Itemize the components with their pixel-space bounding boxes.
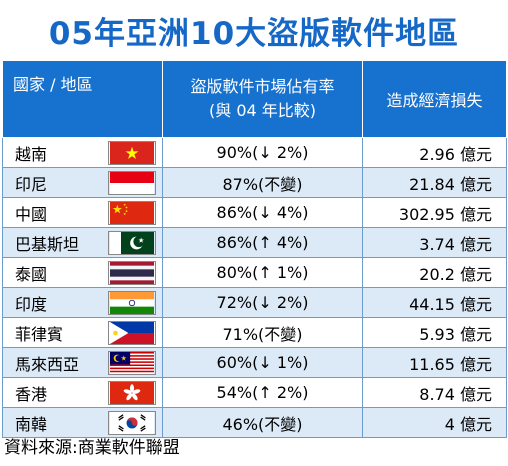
table-row: 越南 90%(↓ 2%) 2.96 億元	[2, 137, 507, 168]
indonesia-flag-icon	[108, 170, 156, 195]
table-row: 泰國 80%(↑ 1%) 20.2 億元	[2, 257, 507, 288]
source-note: 資料來源:商業軟件聯盟	[4, 437, 180, 458]
loss-cell: 44.15 億元	[362, 287, 507, 318]
header-share-line1: 盜版軟件市場佔有率	[190, 77, 335, 96]
country-cell: 菲律賓	[2, 317, 163, 348]
table-row: 香港 54%(↑ 2%) 8.74 億元	[2, 377, 507, 408]
country-name: 泰國	[15, 264, 48, 284]
table-row: 印尼 87%(不變) 21.84 億元	[2, 167, 507, 198]
country-cell: 香港	[2, 377, 163, 408]
share-cell: 86%(↓ 4%)	[162, 197, 363, 228]
country-name: 越南	[15, 144, 48, 164]
country-cell: 泰國	[2, 257, 163, 288]
india-flag-icon	[108, 290, 156, 315]
table-row: 巴基斯坦 86%(↑ 4%) 3.74 億元	[2, 227, 507, 258]
loss-cell: 3.74 億元	[362, 227, 507, 258]
share-cell: 46%(不變)	[162, 407, 363, 438]
china-flag-icon	[108, 200, 156, 225]
page-title: 05年亞洲10大盜版軟件地區	[48, 15, 460, 52]
header-country: 國家 / 地區	[2, 60, 163, 138]
country-cell: 中國	[2, 197, 163, 228]
loss-cell: 21.84 億元	[362, 167, 507, 198]
loss-cell: 11.65 億元	[362, 347, 507, 378]
loss-cell: 8.74 億元	[362, 377, 507, 408]
share-cell: 54%(↑ 2%)	[162, 377, 363, 408]
hongkong-flag-icon	[108, 380, 156, 405]
vietnam-flag-icon	[108, 140, 156, 165]
piracy-table: 國家 / 地區 盜版軟件市場佔有率 (與 04 年比較) 造成經濟損失 越南 90…	[2, 60, 507, 438]
philippines-flag-icon	[108, 320, 156, 345]
share-cell: 80%(↑ 1%)	[162, 257, 363, 288]
loss-cell: 4 億元	[362, 407, 507, 438]
country-cell: 馬來西亞	[2, 347, 163, 378]
country-cell: 巴基斯坦	[2, 227, 163, 258]
share-cell: 72%(↓ 2%)	[162, 287, 363, 318]
table-row: 菲律賓 71%(不變) 5.93 億元	[2, 317, 507, 348]
country-name: 南韓	[15, 414, 48, 434]
country-name: 菲律賓	[15, 324, 64, 344]
country-name: 中國	[15, 204, 48, 224]
share-cell: 87%(不變)	[162, 167, 363, 198]
header-share-line2: (與 04 年比較)	[208, 101, 317, 120]
loss-cell: 5.93 億元	[362, 317, 507, 348]
share-cell: 86%(↑ 4%)	[162, 227, 363, 258]
table-row: 馬來西亞 60%(↓ 1%) 11.65 億元	[2, 347, 507, 378]
table-row: 南韓 46%(不變) 4 億元	[2, 407, 507, 438]
country-cell: 越南	[2, 137, 163, 168]
loss-cell: 20.2 億元	[362, 257, 507, 288]
table-header-row: 國家 / 地區 盜版軟件市場佔有率 (與 04 年比較) 造成經濟損失	[2, 60, 507, 138]
country-name: 香港	[15, 384, 48, 404]
country-name: 印度	[15, 294, 48, 314]
country-cell: 印尼	[2, 167, 163, 198]
pakistan-flag-icon	[108, 230, 156, 255]
country-name: 印尼	[15, 174, 48, 194]
table-row: 中國 86%(↓ 4%) 302.95 億元	[2, 197, 507, 228]
southkorea-flag-icon	[108, 410, 156, 435]
table-row: 印度 72%(↓ 2%) 44.15 億元	[2, 287, 507, 318]
share-cell: 71%(不變)	[162, 317, 363, 348]
header-loss: 造成經濟損失	[362, 60, 507, 138]
country-name: 馬來西亞	[15, 354, 80, 374]
country-cell: 印度	[2, 287, 163, 318]
header-share: 盜版軟件市場佔有率 (與 04 年比較)	[162, 60, 363, 138]
country-name: 巴基斯坦	[15, 234, 80, 254]
loss-cell: 302.95 億元	[362, 197, 507, 228]
share-cell: 90%(↓ 2%)	[162, 137, 363, 168]
share-cell: 60%(↓ 1%)	[162, 347, 363, 378]
country-cell: 南韓	[2, 407, 163, 438]
malaysia-flag-icon	[108, 350, 156, 375]
loss-cell: 2.96 億元	[362, 137, 507, 168]
thailand-flag-icon	[108, 260, 156, 285]
